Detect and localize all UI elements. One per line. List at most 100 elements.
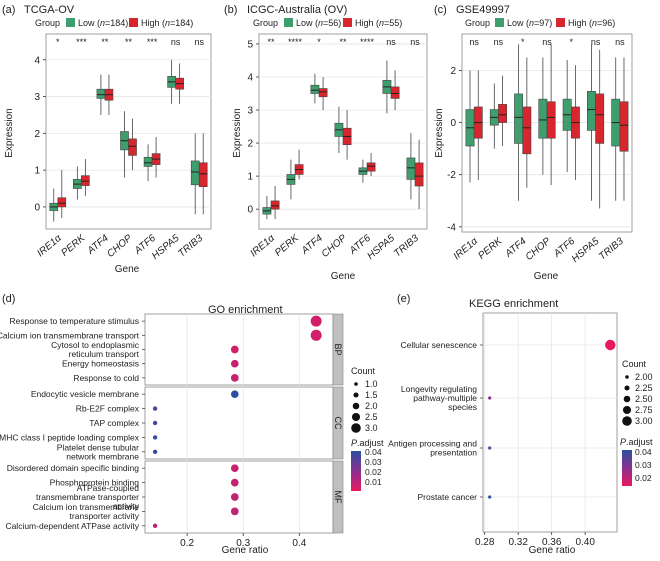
plot-frame bbox=[482, 312, 618, 533]
legend-low-label: Low (n=184) bbox=[78, 18, 128, 28]
count-legend-dot bbox=[622, 416, 632, 426]
count-legend-title: Count bbox=[351, 366, 376, 376]
significance-label: ** bbox=[125, 37, 133, 47]
term-label: Platelet dense tubular network membrane bbox=[57, 442, 139, 461]
kegg-legend: Count 2.002.252.502.753.00 P.adjust 0.04… bbox=[620, 359, 653, 486]
count-legend-label: 2.25 bbox=[635, 383, 653, 393]
term-label: Response to temperature stimulus bbox=[10, 316, 139, 326]
term-label: Energy homeostasis bbox=[62, 359, 139, 369]
count-legend-label: 3.0 bbox=[365, 423, 378, 433]
enrichment-dot bbox=[230, 493, 239, 501]
enrichment-dot bbox=[152, 406, 158, 411]
panel-title: TCGA-OV bbox=[24, 4, 75, 16]
padj-tick-label: 0.03 bbox=[635, 460, 652, 470]
box-high bbox=[366, 162, 376, 172]
box-low bbox=[143, 156, 153, 167]
y-tick-label: 0 bbox=[247, 205, 253, 216]
significance-label: *** bbox=[147, 37, 158, 47]
facet-frame bbox=[144, 460, 334, 534]
panel-label: (a) bbox=[2, 4, 15, 16]
y-tick-label: 2 bbox=[450, 66, 456, 77]
box-low bbox=[96, 88, 106, 99]
box-high bbox=[128, 138, 137, 156]
box-high bbox=[198, 162, 208, 187]
enrichment-dot bbox=[488, 396, 492, 400]
significance-label: ns bbox=[194, 37, 204, 47]
padj-legend-ticks: 0.04 0.03 0.02 bbox=[635, 447, 652, 483]
significance-label: ** bbox=[339, 37, 347, 47]
enrichment-dot bbox=[152, 523, 158, 528]
box-high bbox=[595, 93, 605, 144]
count-legend-dot bbox=[351, 412, 361, 422]
facet-label: MF bbox=[333, 491, 343, 504]
term-label: ATPase-coupled transmembrane transporter a… bbox=[36, 483, 140, 511]
significance-label: ns bbox=[591, 37, 601, 47]
box-low bbox=[190, 160, 200, 186]
box-area: -4-202nsIRE1αnsPERK*ATF4nsCHOP*ATF6nsHSP… bbox=[447, 33, 633, 265]
y-tick-label: 3 bbox=[34, 92, 40, 103]
term-label: Phosphoprotein binding bbox=[50, 478, 140, 488]
term-label: TAP complex bbox=[89, 418, 140, 428]
padj-legend-title: P.adjust bbox=[620, 437, 653, 447]
y-tick-label: 4 bbox=[34, 55, 40, 66]
y-axis-title: Expression bbox=[232, 108, 243, 157]
count-legend-dot bbox=[624, 385, 630, 391]
y-tick-label: 1 bbox=[247, 172, 253, 183]
significance-label: **** bbox=[288, 37, 303, 47]
term-label: Calcium-dependent ATPase activity bbox=[5, 521, 139, 531]
padj-legend-ticks: 0.040.030.020.01 bbox=[365, 447, 382, 487]
legend-low-swatch bbox=[284, 18, 293, 27]
count-legend-dot bbox=[354, 382, 358, 386]
term-label: Response to cold bbox=[73, 373, 139, 383]
y-tick-label: 0 bbox=[34, 202, 40, 213]
box-high bbox=[57, 197, 67, 208]
significance-label: ** bbox=[267, 37, 275, 47]
significance-label: ** bbox=[101, 37, 109, 47]
x-tick-label: PERK bbox=[476, 235, 505, 262]
enrichment-dot bbox=[152, 435, 158, 440]
count-legend-label: 1.0 bbox=[365, 379, 378, 389]
x-tick-label: IRE1α bbox=[248, 233, 277, 260]
enrichment-dot bbox=[230, 390, 239, 399]
count-legend-dot bbox=[625, 375, 629, 379]
facet-frame bbox=[144, 313, 334, 386]
y-axis-title: Expression bbox=[4, 108, 15, 157]
padj-legend-title: P.adjust bbox=[351, 438, 384, 448]
significance-label: ns bbox=[171, 37, 181, 47]
panel-e: (e) KEGG enrichment Gene ratio Cellular … bbox=[388, 293, 653, 556]
box-high bbox=[414, 162, 424, 187]
count-legend-label: 1.5 bbox=[365, 390, 378, 400]
padj-tick-label: 0.04 bbox=[635, 447, 652, 457]
panel-label: (d) bbox=[2, 293, 15, 305]
term-label: MHC class I peptide loading complex bbox=[0, 432, 140, 442]
significance-label: ns bbox=[386, 37, 396, 47]
go-area: BP CC MF Response to temperature stimulus Ca… bbox=[0, 313, 344, 549]
panel-title: KEGG enrichment bbox=[469, 298, 558, 310]
x-axis-title: Gene ratio bbox=[222, 545, 269, 556]
enrichment-dot bbox=[230, 464, 239, 473]
x-tick-label: PERK bbox=[273, 232, 302, 259]
term-label: Prostate cancer bbox=[417, 492, 477, 502]
term-label: Cytosol to endoplasmic reticulum transpor… bbox=[51, 340, 140, 359]
padj-tick-label: 0.02 bbox=[365, 467, 382, 477]
panel-d: (d) GO enrichment Gene ratio BP CC MF Respo… bbox=[0, 293, 384, 556]
box-high bbox=[390, 86, 400, 99]
legend-low-label: Low (n=97) bbox=[507, 18, 552, 28]
legend-title: Group bbox=[253, 18, 278, 28]
box-area: 01234*IRE1α***PERK**ATF4**CHOP***ATF6nsH… bbox=[34, 33, 212, 262]
significance-label: *** bbox=[76, 37, 87, 47]
legend-high-swatch bbox=[343, 18, 352, 27]
box-low bbox=[514, 93, 524, 144]
legend-title: Group bbox=[465, 18, 490, 28]
count-legend-dot bbox=[351, 423, 361, 433]
enrichment-dot bbox=[488, 495, 492, 499]
y-tick-label: 4 bbox=[247, 72, 253, 83]
significance-label: ns bbox=[542, 37, 552, 47]
facet-label: BP bbox=[333, 343, 343, 355]
count-legend-label: 2.00 bbox=[635, 372, 653, 382]
box-high bbox=[318, 88, 328, 98]
legend-low-label: Low (n=56) bbox=[296, 18, 341, 28]
term-label: Disordered domain specific binding bbox=[7, 463, 140, 473]
significance-label: **** bbox=[360, 37, 375, 47]
